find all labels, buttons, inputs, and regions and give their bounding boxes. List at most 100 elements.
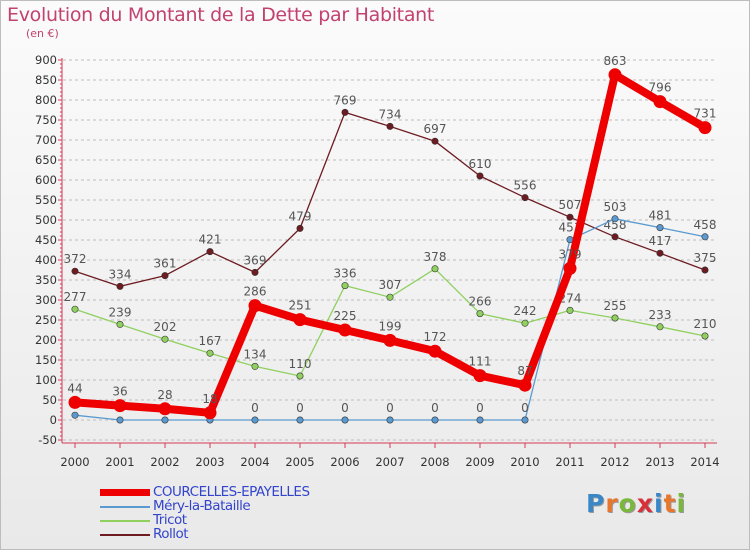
data-label: 0 (431, 401, 439, 415)
data-point (566, 213, 574, 221)
y-tick-label: 450 (35, 233, 57, 247)
data-point (251, 268, 259, 276)
y-tick-label: 250 (35, 313, 57, 327)
data-label: 334 (109, 267, 132, 281)
legend-label: COURCELLES-EPAYELLES (153, 484, 310, 500)
data-point (476, 416, 484, 424)
data-point (656, 323, 664, 331)
chart-unit: (en €) (26, 27, 59, 40)
x-tick-label: 2011 (555, 455, 584, 469)
data-point (698, 121, 712, 135)
data-point (653, 95, 667, 109)
data-label: 286 (244, 285, 267, 299)
data-point (341, 416, 349, 424)
data-point (701, 233, 709, 241)
data-label: 796 (649, 81, 672, 95)
data-label: 277 (64, 290, 87, 304)
data-label: 372 (64, 252, 87, 266)
y-tick-label: 700 (35, 133, 57, 147)
data-point (656, 249, 664, 257)
y-tick-label: 100 (35, 373, 57, 387)
data-label: 239 (109, 305, 132, 319)
x-tick-label: 2000 (60, 455, 89, 469)
data-point (71, 411, 79, 419)
y-tick-label: 550 (35, 193, 57, 207)
y-tick-label: 300 (35, 293, 57, 307)
data-point (161, 416, 169, 424)
x-tick-label: 2013 (645, 455, 674, 469)
data-point (248, 299, 262, 313)
data-label: 28 (157, 388, 172, 402)
y-tick-label: 750 (35, 113, 57, 127)
data-point (203, 406, 217, 420)
data-label: 134 (244, 347, 267, 361)
legend-swatch (100, 506, 150, 508)
legend-swatch (100, 489, 150, 496)
data-label: 610 (469, 157, 492, 171)
data-point (161, 335, 169, 343)
data-point (521, 319, 529, 327)
data-point (521, 416, 529, 424)
data-label: 199 (379, 319, 402, 333)
data-label: 87 (517, 364, 532, 378)
data-point (386, 416, 394, 424)
data-label: 167 (199, 334, 222, 348)
data-label: 421 (199, 233, 222, 247)
data-label: 225 (334, 309, 357, 323)
y-tick-label: 800 (35, 93, 57, 107)
data-point (71, 267, 79, 275)
y-tick-label: 500 (35, 213, 57, 227)
data-point (563, 261, 577, 275)
data-label: 458 (694, 218, 717, 232)
data-point (116, 282, 124, 290)
data-label: 110 (289, 357, 312, 371)
data-point (431, 137, 439, 145)
x-tick-label: 2009 (465, 455, 494, 469)
legend-swatch (100, 520, 150, 522)
x-tick-label: 2008 (420, 455, 449, 469)
data-label: 0 (251, 401, 259, 415)
data-label: 479 (289, 209, 312, 223)
y-tick-label: 50 (42, 393, 57, 407)
data-point (251, 416, 259, 424)
data-label: 0 (386, 401, 394, 415)
data-label: 734 (379, 107, 402, 121)
data-point (386, 122, 394, 130)
y-tick-label: 400 (35, 253, 57, 267)
data-label: 111 (469, 355, 492, 369)
x-tick-label: 2014 (690, 455, 719, 469)
y-tick-label: 850 (35, 73, 57, 87)
y-tick-label: -50 (38, 433, 57, 447)
data-point (251, 362, 259, 370)
y-tick-label: 200 (35, 333, 57, 347)
data-label: 44 (67, 381, 82, 395)
data-label: 863 (604, 54, 627, 68)
data-point (656, 224, 664, 232)
data-label: 210 (694, 317, 717, 331)
y-tick-label: 150 (35, 353, 57, 367)
data-point (158, 402, 172, 416)
data-point (476, 310, 484, 318)
y-tick-label: 600 (35, 173, 57, 187)
data-point (701, 266, 709, 274)
legend-label: Méry-la-Bataille (153, 498, 251, 514)
data-point (518, 378, 532, 392)
data-point (296, 416, 304, 424)
data-point (296, 372, 304, 380)
data-point (431, 265, 439, 273)
data-label: 378 (424, 250, 447, 264)
data-label: 769 (334, 93, 357, 107)
data-point (206, 349, 214, 357)
data-label: 0 (341, 401, 349, 415)
data-point (701, 332, 709, 340)
data-point (206, 248, 214, 256)
data-label: 556 (514, 179, 537, 193)
data-point (611, 215, 619, 223)
legend-label: Rollot (153, 526, 189, 542)
data-label: 251 (289, 299, 312, 313)
data-point (338, 323, 352, 337)
data-point (341, 108, 349, 116)
data-point (296, 224, 304, 232)
